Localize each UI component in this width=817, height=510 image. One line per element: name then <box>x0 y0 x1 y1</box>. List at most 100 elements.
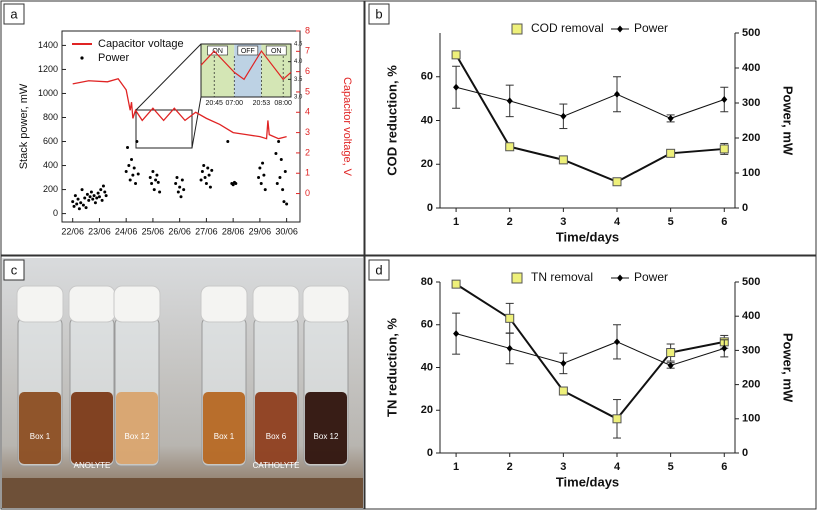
state-label: ON <box>212 48 223 55</box>
vial-cap <box>200 285 248 323</box>
vial-liquid <box>255 392 297 464</box>
power-point <box>93 201 97 205</box>
power-point <box>134 182 138 186</box>
y2-tick-label: 200 <box>742 379 760 391</box>
power-point <box>277 140 281 144</box>
vial-cap <box>68 285 116 323</box>
y2-tick-label: 4 <box>305 107 310 117</box>
power-point <box>180 178 184 182</box>
removal-line <box>455 54 725 183</box>
legend-label: Power <box>634 21 668 35</box>
y2-tick-label: 500 <box>742 27 760 39</box>
inset-y-tick-label: 4.0 <box>294 59 303 65</box>
y-tick-label: 600 <box>43 136 58 146</box>
removal-marker <box>451 50 461 60</box>
power-point <box>72 204 76 208</box>
power-point <box>80 188 84 192</box>
x-tick-label: 3 <box>560 461 566 473</box>
power-point <box>152 188 156 192</box>
y2-tick-label: 500 <box>742 276 760 288</box>
y-tick-label: 1200 <box>38 64 58 74</box>
y2-tick-label: 0 <box>742 447 748 459</box>
y-tick-label: 1000 <box>38 88 58 98</box>
x-tick-label: 6 <box>721 461 727 473</box>
y2-tick-label: 100 <box>742 167 760 179</box>
x-tick-label: 29/06 <box>249 226 272 236</box>
power-marker <box>453 83 460 91</box>
y-axis-title: COD reduction, % <box>384 65 399 176</box>
vial-cap <box>302 285 350 323</box>
y-tick-label: 0 <box>427 447 433 459</box>
connector <box>135 43 202 111</box>
power-point <box>179 195 183 199</box>
power-point <box>127 164 131 168</box>
power-point <box>103 190 107 194</box>
x-tick-label: 1 <box>453 461 459 473</box>
power-point <box>101 184 105 188</box>
removal-marker <box>451 279 461 289</box>
x-tick-label: 27/06 <box>195 226 218 236</box>
y-axis-title: TN reduction, % <box>384 318 399 417</box>
y2-tick-label: 2 <box>305 147 310 157</box>
power-line <box>455 333 725 366</box>
y2-axis-title: Capacitor voltage, V <box>341 77 353 177</box>
power-point <box>231 183 235 187</box>
removal-marker <box>666 148 676 158</box>
power-point <box>174 182 178 186</box>
power-point <box>95 196 99 200</box>
y2-tick-label: 1 <box>305 168 310 178</box>
x-tick-label: 1 <box>453 216 459 228</box>
legend-swatch <box>511 23 523 35</box>
power-point <box>126 146 130 150</box>
x-tick-label: 26/06 <box>168 226 191 236</box>
x-axis-title: Time/days <box>556 229 619 244</box>
y-tick-label: 60 <box>421 319 433 331</box>
power-point <box>208 185 212 189</box>
power-point <box>279 158 283 162</box>
inset-x-tick-label: 20:53 <box>253 100 271 107</box>
power-point <box>156 180 160 184</box>
vial-cap <box>16 285 64 323</box>
y2-tick-label: 3 <box>305 127 310 137</box>
y-tick-label: 200 <box>43 184 58 194</box>
power-point <box>75 202 79 206</box>
power-point <box>87 198 91 202</box>
power-marker <box>506 344 513 352</box>
power-point <box>132 166 136 170</box>
vial-cap <box>113 285 161 323</box>
power-point <box>282 200 286 204</box>
inset-frame <box>200 43 292 98</box>
panel-label-box <box>368 3 390 25</box>
x-tick-label: 28/06 <box>222 226 245 236</box>
removal-marker <box>612 177 622 187</box>
power-point <box>71 200 75 204</box>
legend-label: COD removal <box>531 21 604 35</box>
power-point <box>203 176 207 180</box>
voltage-line <box>72 77 287 140</box>
power-point <box>73 194 77 198</box>
y-tick-label: 800 <box>43 112 58 122</box>
x-tick-label: 30/06 <box>275 226 298 236</box>
state-box <box>265 45 287 56</box>
y2-tick-label: 300 <box>742 97 760 109</box>
power-point <box>263 188 267 192</box>
power-point <box>182 188 186 192</box>
power-point <box>283 170 287 174</box>
vial-label: Box 6 <box>266 432 287 441</box>
panel-label: c <box>11 262 18 277</box>
y2-axis-title: Power, mW <box>781 333 796 403</box>
power-point <box>148 176 152 180</box>
power-point <box>199 178 203 182</box>
power-point <box>154 178 158 182</box>
y2-tick-label: 5 <box>305 86 310 96</box>
legend-swatch <box>80 56 84 60</box>
power-point <box>274 152 278 156</box>
y-tick-label: 1400 <box>38 40 58 50</box>
x-tick-label: 4 <box>614 216 621 228</box>
power-point <box>83 196 87 200</box>
y-tick-label: 0 <box>427 202 433 214</box>
power-line <box>455 86 725 119</box>
x-axis-title: Time/days <box>556 474 619 489</box>
power-point <box>261 161 265 165</box>
